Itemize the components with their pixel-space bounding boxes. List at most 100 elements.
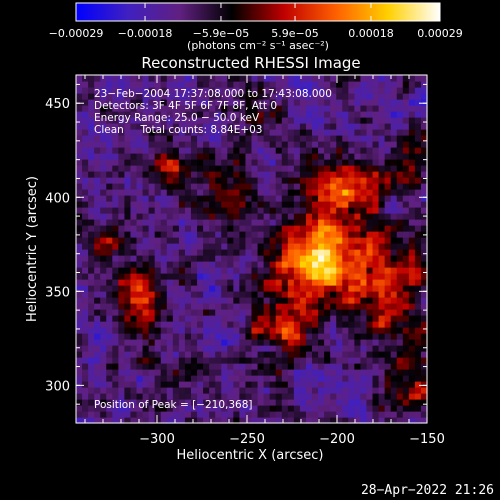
heatmap-cell [402,195,410,202]
heatmap-cell [263,213,271,220]
heatmap-cell [330,381,337,388]
heatmap-cell [190,123,198,130]
heatmap-cell [94,243,101,250]
heatmap-cell [148,309,156,316]
heatmap-cell [215,273,222,280]
heatmap-cell [360,273,368,280]
heatmap-cell [178,171,186,178]
heatmap-cell [372,141,380,148]
heatmap-cell [312,171,319,178]
heatmap-cell [360,81,368,88]
heatmap-cell [94,81,101,88]
heatmap-cell [324,129,331,136]
heatmap-cell [209,231,216,238]
heatmap-cell [124,303,132,310]
heatmap-cell [324,285,331,292]
heatmap-cell [203,111,210,118]
heatmap-cell [197,159,204,166]
heatmap-cell [160,243,168,250]
heatmap-cell [106,171,113,178]
heatmap-cell [263,243,271,250]
heatmap-cell [414,327,422,334]
heatmap-cell [136,387,144,394]
heatmap-cell [239,213,247,220]
heatmap-cell [342,309,349,316]
heatmap-cell [384,231,392,238]
heatmap-cell [203,129,210,136]
heatmap-cell [336,111,343,118]
heatmap-cell [336,321,343,328]
heatmap-cell [293,183,301,190]
heatmap-cell [197,285,204,292]
heatmap-cell [130,111,138,118]
heatmap-cell [378,153,386,160]
heatmap-cell [100,321,107,328]
heatmap-cell [100,123,107,130]
heatmap-cell [76,153,83,160]
heatmap-cell [118,321,126,328]
heatmap-cell [396,135,404,142]
heatmap-cell [299,261,307,268]
heatmap-cell [130,399,138,406]
heatmap-cell [281,417,289,424]
heatmap-cell [408,315,416,322]
heatmap-cell [227,207,234,214]
heatmap-cell [160,387,168,394]
heatmap-cell [342,207,349,214]
heatmap-cell [82,381,89,388]
heatmap-cell [324,123,331,130]
heatmap-cell [160,279,168,286]
heatmap-cell [112,363,119,370]
heatmap-cell [172,189,180,196]
heatmap-cell [372,303,380,310]
heatmap-cell [348,243,355,250]
heatmap-cell [112,141,119,148]
heatmap-cell [396,75,404,82]
heatmap-cell [366,345,374,352]
heatmap-cell [190,279,198,286]
heatmap-cell [402,105,410,112]
heatmap-cell [366,105,374,112]
heatmap-cell [112,399,119,406]
heatmap-cell [160,81,168,88]
heatmap-cell [100,207,107,214]
heatmap-cell [245,159,253,166]
heatmap-cell [251,357,259,364]
heatmap-cell [408,171,416,178]
heatmap-cell [142,309,150,316]
heatmap-cell [420,405,428,412]
heatmap-cell [245,321,253,328]
heatmap-cell [318,387,325,394]
heatmap-cell [154,129,162,136]
heatmap-cell [172,165,180,172]
heatmap-cell [281,297,289,304]
colorbar-tick-label: 0.00029 [417,27,463,40]
heatmap-cell [342,105,349,112]
heatmap-cell [106,99,113,106]
heatmap-cell [408,357,416,364]
heatmap-cell [130,207,138,214]
heatmap-cell [408,153,416,160]
heatmap-cell [245,243,253,250]
heatmap-cell [318,123,325,130]
heatmap-cell [239,291,247,298]
heatmap-cell [106,87,113,94]
heatmap-cell [420,339,428,346]
heatmap-cell [293,225,301,232]
heatmap-cell [221,75,228,82]
heatmap-cell [396,183,404,190]
heatmap-cell [293,159,301,166]
heatmap-cell [166,327,174,334]
heatmap-cell [372,105,380,112]
heatmap-cell [190,375,198,382]
heatmap-cell [245,195,253,202]
heatmap-cell [390,273,398,280]
heatmap-cell [360,381,368,388]
heatmap-cell [94,201,101,208]
heatmap-cell [172,297,180,304]
heatmap-cell [263,405,271,412]
heatmap-cell [318,399,325,406]
heatmap-cell [287,303,295,310]
heatmap-cell [324,111,331,118]
heatmap-cell [190,321,198,328]
